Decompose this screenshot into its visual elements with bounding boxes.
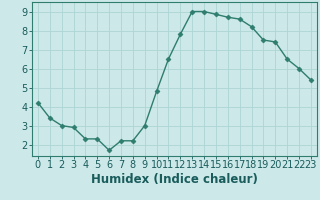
X-axis label: Humidex (Indice chaleur): Humidex (Indice chaleur) [91, 173, 258, 186]
